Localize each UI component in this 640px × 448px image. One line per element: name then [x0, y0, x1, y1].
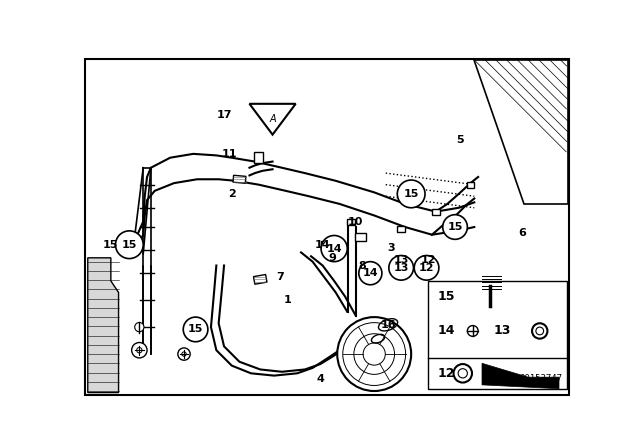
Bar [253, 275, 267, 284]
Circle shape [321, 236, 348, 262]
Text: 00153747: 00153747 [520, 374, 563, 383]
Text: 14: 14 [326, 244, 342, 254]
Bar [428, 281, 566, 389]
Circle shape [397, 180, 425, 208]
Text: 15: 15 [437, 290, 455, 303]
Circle shape [532, 323, 547, 339]
Text: 3: 3 [387, 243, 395, 253]
Text: 14: 14 [315, 240, 330, 250]
Text: 8: 8 [359, 260, 367, 271]
Text: 15: 15 [447, 222, 463, 232]
Text: 2: 2 [228, 189, 236, 199]
Circle shape [389, 255, 413, 280]
Bar [355, 233, 365, 241]
Bar [233, 175, 246, 183]
Text: 15: 15 [403, 189, 419, 199]
Circle shape [132, 343, 147, 358]
Circle shape [467, 326, 478, 336]
Bar [348, 219, 355, 225]
Circle shape [183, 317, 208, 342]
Text: 15: 15 [103, 240, 118, 250]
Text: 13: 13 [394, 255, 409, 265]
Text: 11: 11 [221, 149, 237, 159]
Text: 1: 1 [284, 295, 292, 305]
Text: 14: 14 [437, 324, 455, 337]
Text: 6: 6 [518, 228, 526, 238]
Circle shape [454, 364, 472, 383]
Circle shape [359, 262, 382, 285]
Circle shape [115, 231, 143, 258]
Circle shape [443, 215, 467, 239]
Bar [397, 226, 405, 233]
Text: 7: 7 [276, 272, 284, 282]
Text: 17: 17 [216, 110, 232, 121]
Bar [255, 152, 263, 163]
Polygon shape [88, 258, 118, 392]
Text: 15: 15 [122, 240, 137, 250]
Text: 12: 12 [419, 263, 435, 273]
Text: 13: 13 [394, 263, 409, 273]
Bar [321, 241, 332, 249]
Polygon shape [474, 60, 568, 204]
Polygon shape [250, 104, 296, 134]
Text: 4: 4 [316, 374, 324, 383]
Text: 16: 16 [380, 320, 396, 330]
Circle shape [135, 323, 144, 332]
Text: A: A [269, 114, 276, 124]
Text: 15: 15 [188, 324, 204, 334]
Bar [432, 208, 440, 215]
Text: 5: 5 [456, 135, 464, 145]
Polygon shape [482, 363, 559, 389]
Circle shape [337, 317, 411, 391]
Text: 12: 12 [420, 255, 436, 265]
Text: 13: 13 [493, 324, 511, 337]
Bar [454, 226, 461, 233]
Text: 12: 12 [437, 367, 455, 380]
Text: 10: 10 [348, 217, 363, 227]
Bar [467, 181, 474, 188]
Circle shape [414, 255, 439, 280]
Text: 9: 9 [328, 253, 336, 263]
Text: 14: 14 [362, 268, 378, 278]
Circle shape [178, 348, 190, 360]
